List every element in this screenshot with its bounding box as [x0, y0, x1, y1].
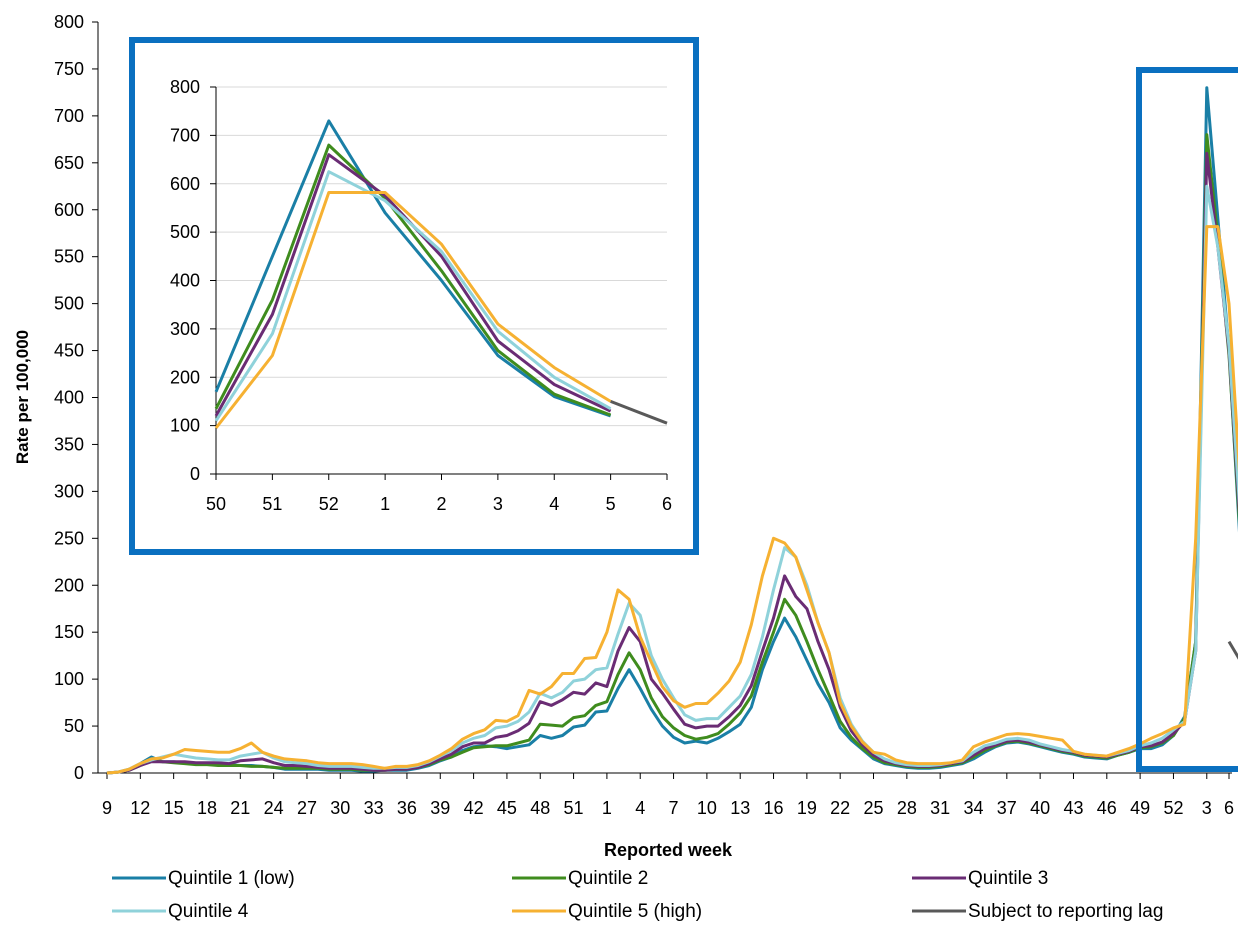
inset-gridlines: [216, 86, 667, 427]
x-tick-label: 22: [830, 798, 850, 818]
y-tick-label: 750: [54, 59, 84, 79]
x-tick-label: 33: [364, 798, 384, 818]
legend: Quintile 1 (low) Quintile 2 Quintile 3 Quin…: [112, 868, 1163, 922]
x-tick-label: 10: [697, 798, 717, 818]
inset-x-tick-label: 4: [549, 494, 559, 514]
inset-x-tick-label: 3: [493, 494, 503, 514]
inset-y-tick-label: 500: [170, 222, 200, 242]
series-line-main-4: [106, 225, 1238, 775]
y-tick-label: 550: [54, 247, 84, 267]
y-tick-label: 350: [54, 434, 84, 454]
x-tick-label: 19: [797, 798, 817, 818]
legend-label: Quintile 4: [168, 901, 249, 922]
x-tick-label: 12: [130, 798, 150, 818]
y-tick-label: 400: [54, 388, 84, 408]
x-tick-label: 6: [1224, 798, 1234, 818]
inset-y-ticks: 0 100 200 300 400 500 600 700 800: [170, 77, 216, 484]
x-axis-label: Reported week: [604, 840, 733, 860]
main-y-ticks: 0 50 100 150 200 250 300 350 400 450 500 550 600 650 7…: [54, 12, 98, 783]
inset-chart: 0 100 200 300 400 500 600 700 800 50 51 52 1 2 3 4 5 6: [129, 37, 699, 555]
x-tick-label: 46: [1097, 798, 1117, 818]
series-line-main-5: [1227, 640, 1238, 660]
inset-x-tick-label: 52: [319, 494, 339, 514]
series-line-inset-3: [214, 170, 612, 422]
x-tick-label: 4: [635, 798, 645, 818]
y-axis-label: Rate per 100,000: [13, 330, 32, 464]
x-tick-label: 25: [863, 798, 883, 818]
x-tick-label: 49: [1130, 798, 1150, 818]
y-tick-label: 150: [54, 622, 84, 642]
inset-y-tick-label: 0: [190, 464, 200, 484]
x-tick-label: 34: [963, 798, 983, 818]
legend-label: Quintile 3: [968, 868, 1048, 889]
inset-y-tick-label: 300: [170, 319, 200, 339]
y-tick-label: 200: [54, 575, 84, 595]
y-tick-label: 300: [54, 481, 84, 501]
series-line-inset-0: [214, 119, 612, 418]
y-tick-label: 250: [54, 528, 84, 548]
x-tick-label: 52: [1163, 798, 1183, 818]
inset-frame: [129, 37, 699, 555]
inset-y-tick-label: 700: [170, 125, 200, 145]
x-tick-label: 27: [297, 798, 317, 818]
legend-label: Quintile 1 (low): [168, 868, 295, 889]
inset-y-tick-label: 400: [170, 271, 200, 291]
inset-x-tick-label: 2: [436, 494, 446, 514]
x-tick-label: 39: [430, 798, 450, 818]
legend-label: Quintile 2: [568, 868, 648, 889]
y-tick-label: 50: [64, 716, 84, 736]
y-tick-label: 450: [54, 341, 84, 361]
x-tick-label: 43: [1063, 798, 1083, 818]
x-tick-label: 28: [897, 798, 917, 818]
x-tick-label: 40: [1030, 798, 1050, 818]
main-chart: 0501001502002503003504004505005506006507…: [13, 12, 1238, 860]
x-tick-label: 1: [602, 798, 612, 818]
inset-x-tick-label: 51: [262, 494, 282, 514]
series-line-inset-4: [214, 191, 612, 429]
main-x-ticks: 9 12 15 18 21 24 27 30 33 36 39 42 45 48 51 1 4 7 10 13 16 19…: [102, 773, 1234, 818]
inset-x-tick-label: 50: [206, 494, 226, 514]
legend-label: Subject to reporting lag: [968, 901, 1163, 922]
inset-x-ticks: 50 51 52 1 2 3 4 5 6: [206, 474, 672, 514]
x-tick-label: 36: [397, 798, 417, 818]
x-tick-label: 3: [1202, 798, 1212, 818]
inset-y-tick-label: 200: [170, 367, 200, 387]
x-tick-label: 7: [669, 798, 679, 818]
x-tick-label: 42: [464, 798, 484, 818]
inset-x-tick-label: 1: [380, 494, 390, 514]
x-tick-label: 16: [764, 798, 784, 818]
x-tick-label: 30: [330, 798, 350, 818]
inset-x-tick-label: 5: [606, 494, 616, 514]
x-tick-label: 24: [264, 798, 284, 818]
x-tick-label: 45: [497, 798, 517, 818]
y-tick-label: 800: [54, 12, 84, 32]
y-tick-label: 100: [54, 669, 84, 689]
highlight-box: [1136, 67, 1238, 772]
x-tick-label: 48: [530, 798, 550, 818]
y-tick-label: 600: [54, 200, 84, 220]
x-tick-label: 18: [197, 798, 217, 818]
x-tick-label: 9: [102, 798, 112, 818]
inset-y-tick-label: 800: [170, 77, 200, 97]
x-tick-label: 37: [997, 798, 1017, 818]
x-tick-label: 15: [164, 798, 184, 818]
inset-series-lines: [214, 119, 668, 429]
inset-x-tick-label: 6: [662, 494, 672, 514]
x-tick-label: 21: [230, 798, 250, 818]
inset-y-tick-label: 600: [170, 174, 200, 194]
y-tick-label: 500: [54, 294, 84, 314]
series-line-inset-5: [610, 400, 668, 425]
y-tick-label: 0: [74, 763, 84, 783]
y-tick-label: 650: [54, 153, 84, 173]
x-tick-label: 13: [730, 798, 750, 818]
series-line-inset-1: [214, 143, 612, 417]
x-tick-label: 51: [564, 798, 584, 818]
x-tick-label: 31: [930, 798, 950, 818]
inset-y-tick-label: 100: [170, 416, 200, 436]
main-series-lines: [106, 86, 1238, 775]
legend-label: Quintile 5 (high): [568, 901, 702, 922]
y-tick-label: 700: [54, 106, 84, 126]
